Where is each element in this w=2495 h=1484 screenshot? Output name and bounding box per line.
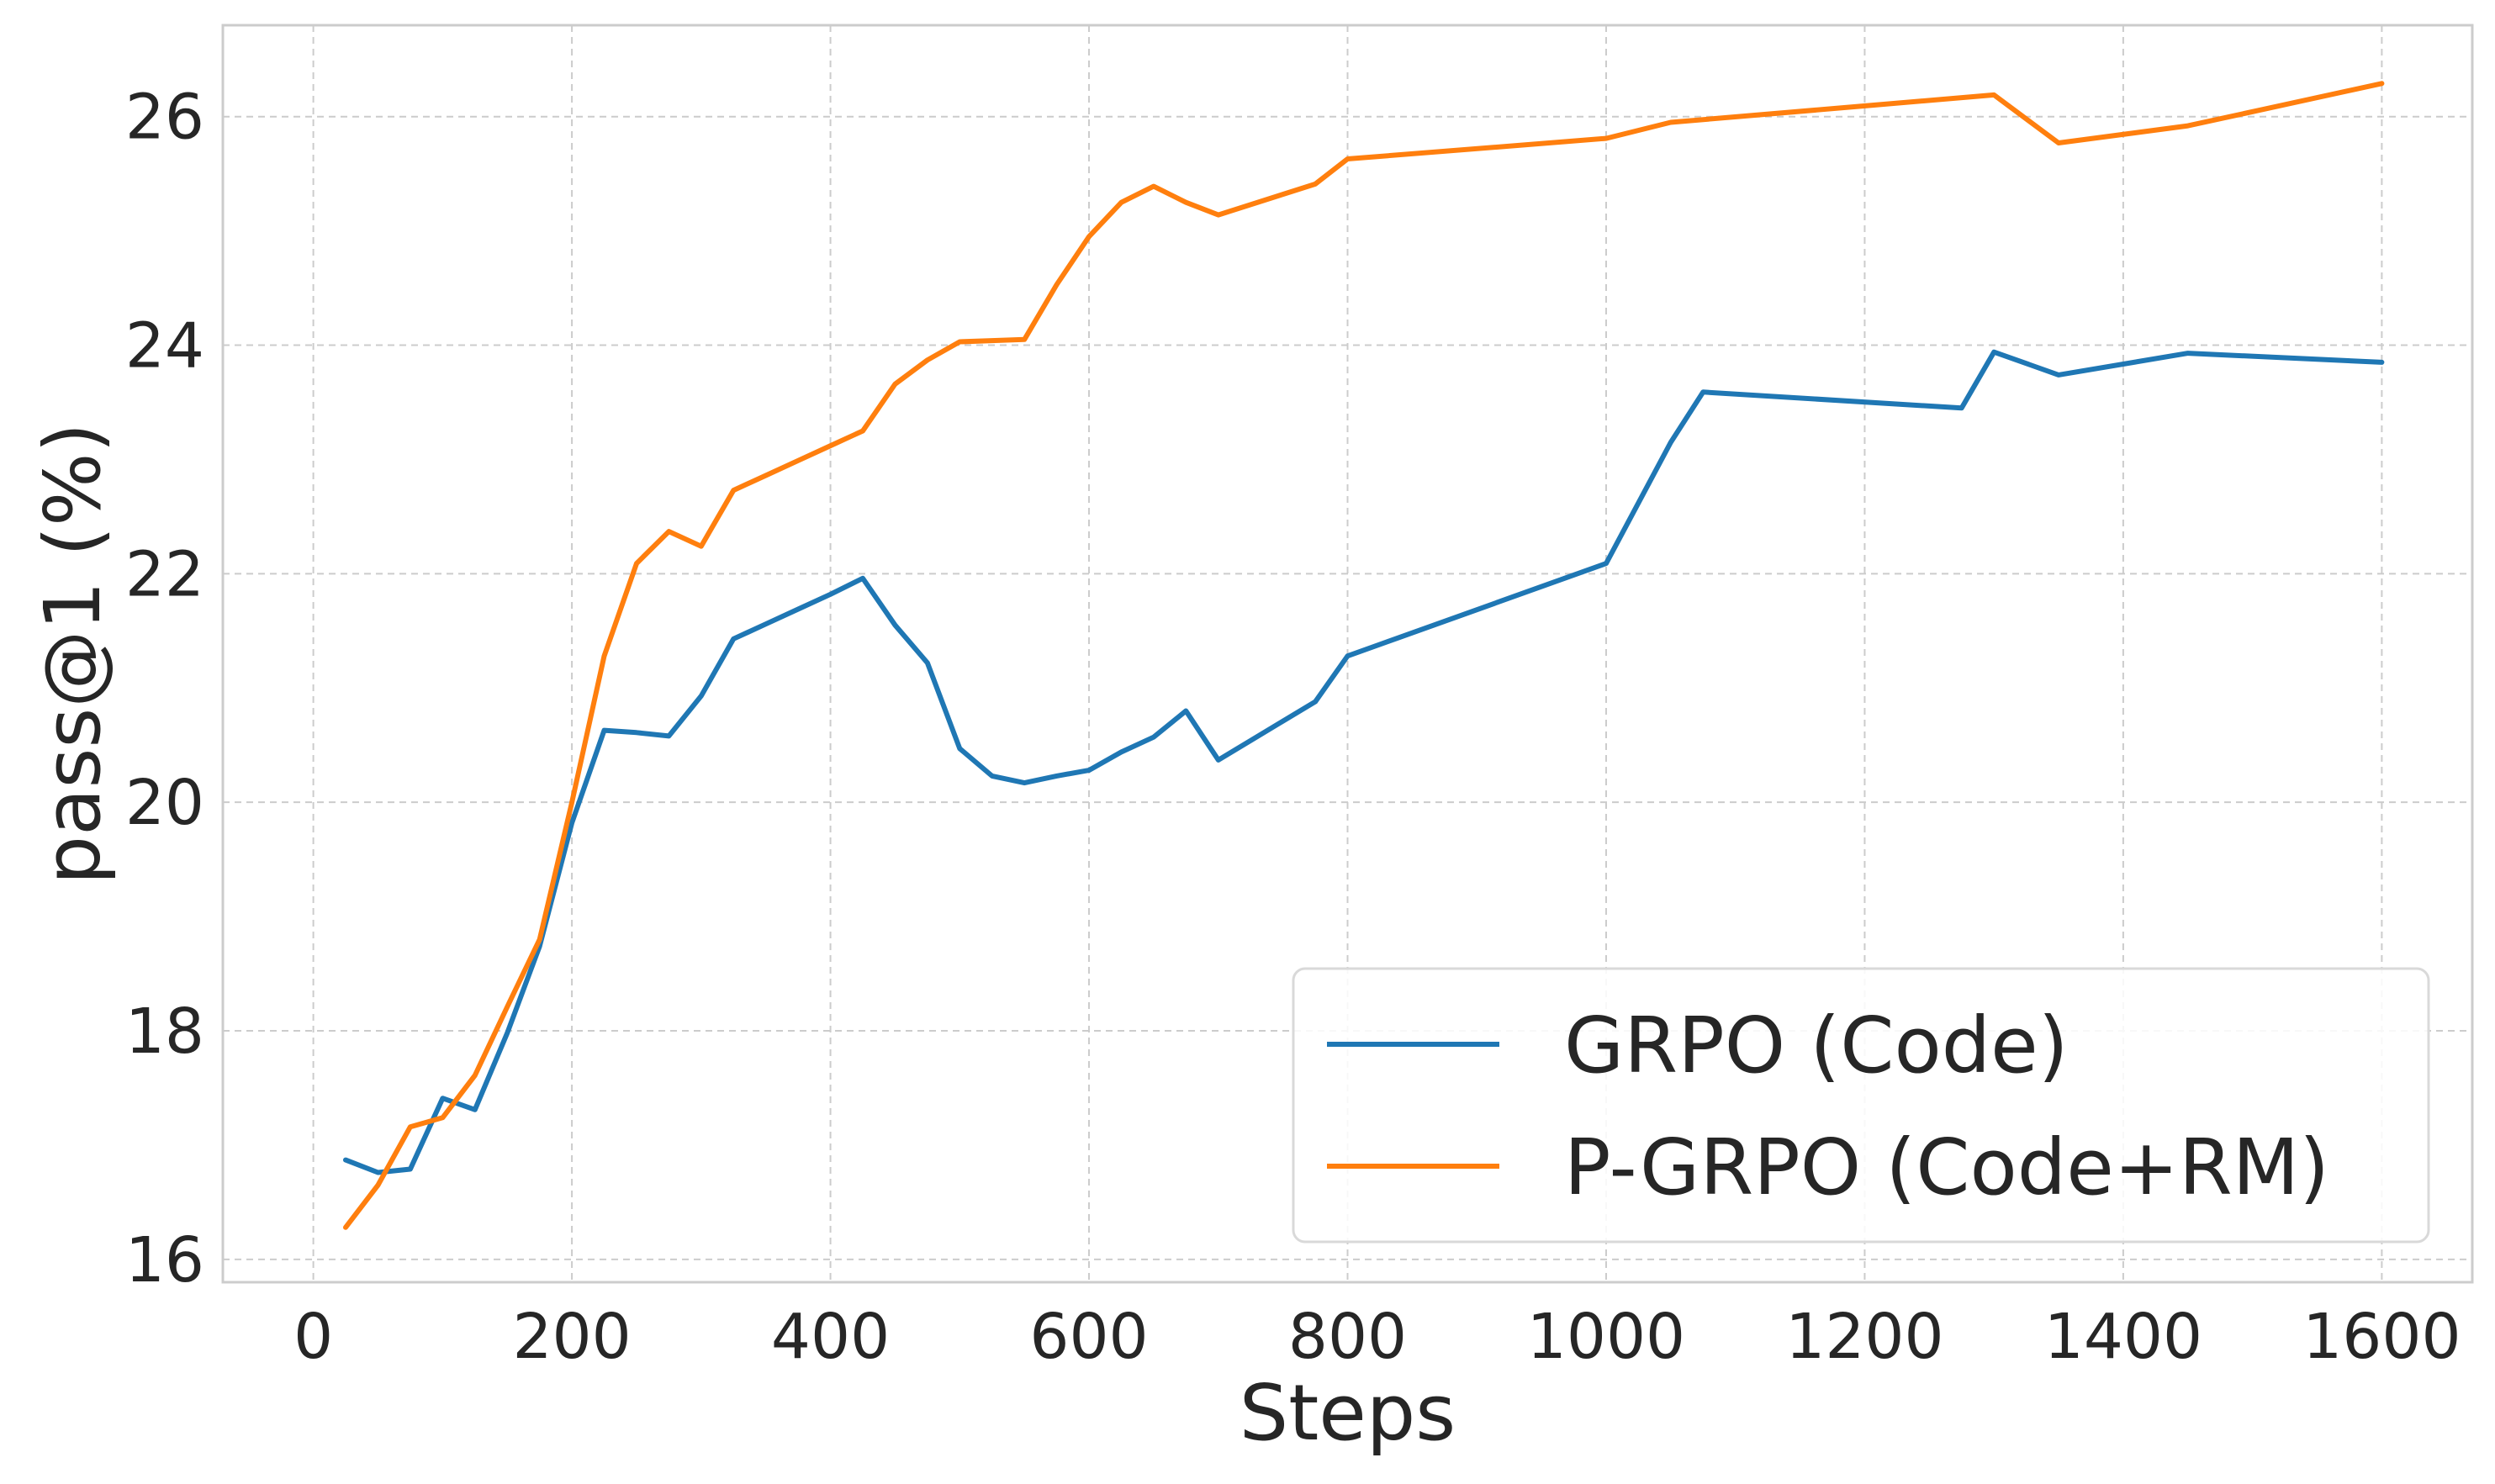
legend-label-p-grpo: P-GRPO (Code+RM): [1564, 1122, 2329, 1212]
legend-label-grpo: GRPO (Code): [1564, 1001, 2069, 1091]
x-tick-label: 400: [771, 1301, 890, 1373]
x-tick-label: 1600: [2302, 1301, 2461, 1373]
y-tick-label: 26: [125, 82, 204, 154]
series-line-1: [343, 81, 2385, 1230]
y-tick-label: 16: [125, 1224, 204, 1297]
x-tick-label: 200: [512, 1301, 631, 1373]
x-tick-label: 1400: [2044, 1301, 2202, 1373]
x-tick-label: 800: [1288, 1301, 1407, 1373]
x-tick-label: 600: [1029, 1301, 1148, 1373]
x-axis-label: Steps: [1240, 1368, 1456, 1458]
x-axis-ticks: 0 200 400 600 800 1000 1200 1400 1600: [293, 1301, 2461, 1373]
plot-frame: [221, 24, 2474, 1284]
series-lines: [343, 81, 2385, 1230]
series-line-0: [343, 349, 2385, 1175]
legend: GRPO (Code) P-GRPO (Code+RM): [1292, 967, 2430, 1244]
y-tick-label: 20: [125, 767, 204, 839]
y-axis-label: pass@1 (%): [28, 423, 118, 885]
x-tick-label: 1000: [1527, 1301, 1685, 1373]
y-axis-ticks: 16 18 20 22 24 26: [125, 82, 204, 1297]
y-tick-label: 22: [125, 538, 204, 610]
legend-box: [1292, 967, 2430, 1244]
x-tick-label: 1200: [1785, 1301, 1943, 1373]
y-tick-label: 18: [125, 995, 204, 1068]
x-tick-label: 0: [293, 1301, 333, 1373]
y-tick-label: 24: [125, 310, 204, 383]
